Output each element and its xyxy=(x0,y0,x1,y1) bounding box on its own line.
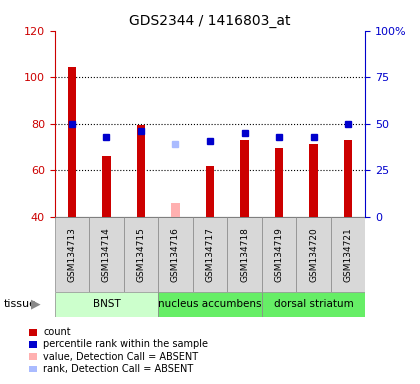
Text: BNST: BNST xyxy=(92,299,120,310)
Bar xyxy=(331,217,365,292)
Bar xyxy=(123,217,158,292)
Bar xyxy=(275,148,284,217)
Text: GSM134719: GSM134719 xyxy=(275,227,284,282)
Text: GSM134721: GSM134721 xyxy=(344,227,353,282)
Bar xyxy=(136,125,145,217)
Bar xyxy=(158,292,262,317)
Text: tissue: tissue xyxy=(4,299,37,310)
Bar xyxy=(240,140,249,217)
Bar xyxy=(309,144,318,217)
Text: ▶: ▶ xyxy=(31,298,40,311)
Bar xyxy=(193,217,227,292)
Title: GDS2344 / 1416803_at: GDS2344 / 1416803_at xyxy=(129,14,291,28)
Text: count: count xyxy=(43,327,71,337)
Text: GSM134720: GSM134720 xyxy=(309,227,318,282)
Text: value, Detection Call = ABSENT: value, Detection Call = ABSENT xyxy=(43,352,198,362)
Bar xyxy=(344,140,352,217)
Text: dorsal striatum: dorsal striatum xyxy=(274,299,354,310)
Bar xyxy=(102,156,111,217)
Text: percentile rank within the sample: percentile rank within the sample xyxy=(43,339,208,349)
Text: GSM134718: GSM134718 xyxy=(240,227,249,282)
Text: GSM134715: GSM134715 xyxy=(136,227,145,282)
Bar xyxy=(55,292,158,317)
Bar xyxy=(158,217,193,292)
Bar xyxy=(262,292,365,317)
Bar xyxy=(227,217,262,292)
Bar xyxy=(68,67,76,217)
Bar xyxy=(206,166,214,217)
Text: GSM134717: GSM134717 xyxy=(205,227,215,282)
Text: rank, Detection Call = ABSENT: rank, Detection Call = ABSENT xyxy=(43,364,194,374)
Bar xyxy=(297,217,331,292)
Text: nucleus accumbens: nucleus accumbens xyxy=(158,299,262,310)
Bar xyxy=(262,217,297,292)
Text: GSM134713: GSM134713 xyxy=(67,227,76,282)
Bar xyxy=(55,217,89,292)
Text: GSM134716: GSM134716 xyxy=(171,227,180,282)
Bar xyxy=(171,203,180,217)
Text: GSM134714: GSM134714 xyxy=(102,227,111,282)
Bar xyxy=(89,217,123,292)
